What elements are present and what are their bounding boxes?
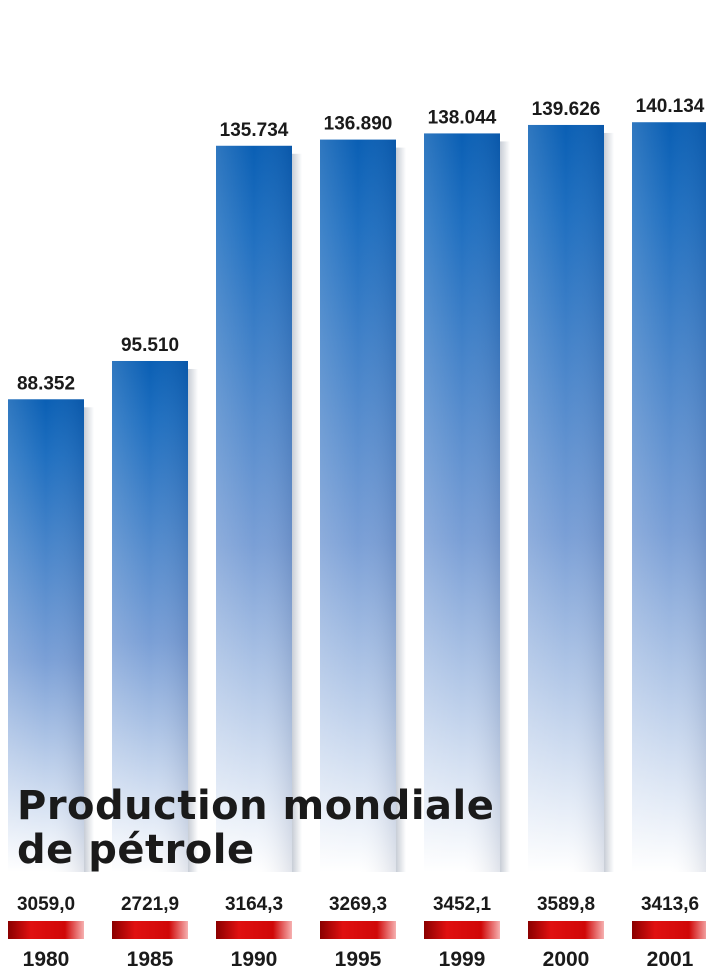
bar-value-label: 88.352 xyxy=(17,373,75,394)
bar-value-label: 135.734 xyxy=(220,120,289,141)
bar-shading xyxy=(320,139,396,872)
secondary-value-label: 3059,0 xyxy=(17,894,75,915)
secondary-value-label: 3164,3 xyxy=(225,894,283,915)
bar-shadow xyxy=(604,132,614,873)
bar-shading xyxy=(528,124,604,873)
secondary-marker xyxy=(528,921,604,939)
x-tick-label: 1980 xyxy=(23,948,70,971)
bar-shading xyxy=(216,145,292,872)
bar-shadow xyxy=(84,407,94,872)
x-tick-label: 1995 xyxy=(335,948,382,971)
bar-value-label: 136.890 xyxy=(324,114,393,135)
secondary-marker xyxy=(216,921,292,939)
chart-title-line-2: de pétrole xyxy=(17,827,255,873)
x-tick-label: 1999 xyxy=(439,948,486,971)
secondary-value-label: 3413,6 xyxy=(641,894,699,915)
bar-value-label: 140.134 xyxy=(636,96,705,117)
secondary-marker xyxy=(320,921,396,939)
bar-shadow xyxy=(292,153,302,872)
x-tick-label: 1985 xyxy=(127,948,174,971)
bar-shading xyxy=(632,122,706,873)
bar-value-label: 95.510 xyxy=(121,335,179,356)
chart-title: Production mondiale de pétrole xyxy=(17,784,494,872)
bar-value-label: 139.626 xyxy=(532,99,601,120)
bar-shadow xyxy=(396,147,406,872)
bar-value-label: 138.044 xyxy=(428,107,497,128)
secondary-value-label: 2721,9 xyxy=(121,894,179,915)
secondary-marker xyxy=(112,921,188,939)
secondary-value-label: 3589,8 xyxy=(537,894,595,915)
secondary-marker xyxy=(632,921,706,939)
x-tick-label: 2001 xyxy=(647,948,694,971)
bars-layer: 88.352 3059,0 1980 95.510 2721,9 1985 135.734 3… xyxy=(8,96,706,971)
secondary-value-label: 3269,3 xyxy=(329,894,387,915)
bar-shading xyxy=(8,399,84,872)
bar-shadow xyxy=(500,141,510,872)
chart-title-line-1: Production mondiale xyxy=(17,783,495,829)
bar-shadow xyxy=(188,368,198,872)
x-tick-label: 1990 xyxy=(231,948,278,971)
bar-shading xyxy=(424,133,500,872)
secondary-value-label: 3452,1 xyxy=(433,894,492,915)
secondary-marker xyxy=(8,921,84,939)
x-tick-label: 2000 xyxy=(543,948,590,971)
bar-shading xyxy=(112,360,188,872)
secondary-marker xyxy=(424,921,500,939)
